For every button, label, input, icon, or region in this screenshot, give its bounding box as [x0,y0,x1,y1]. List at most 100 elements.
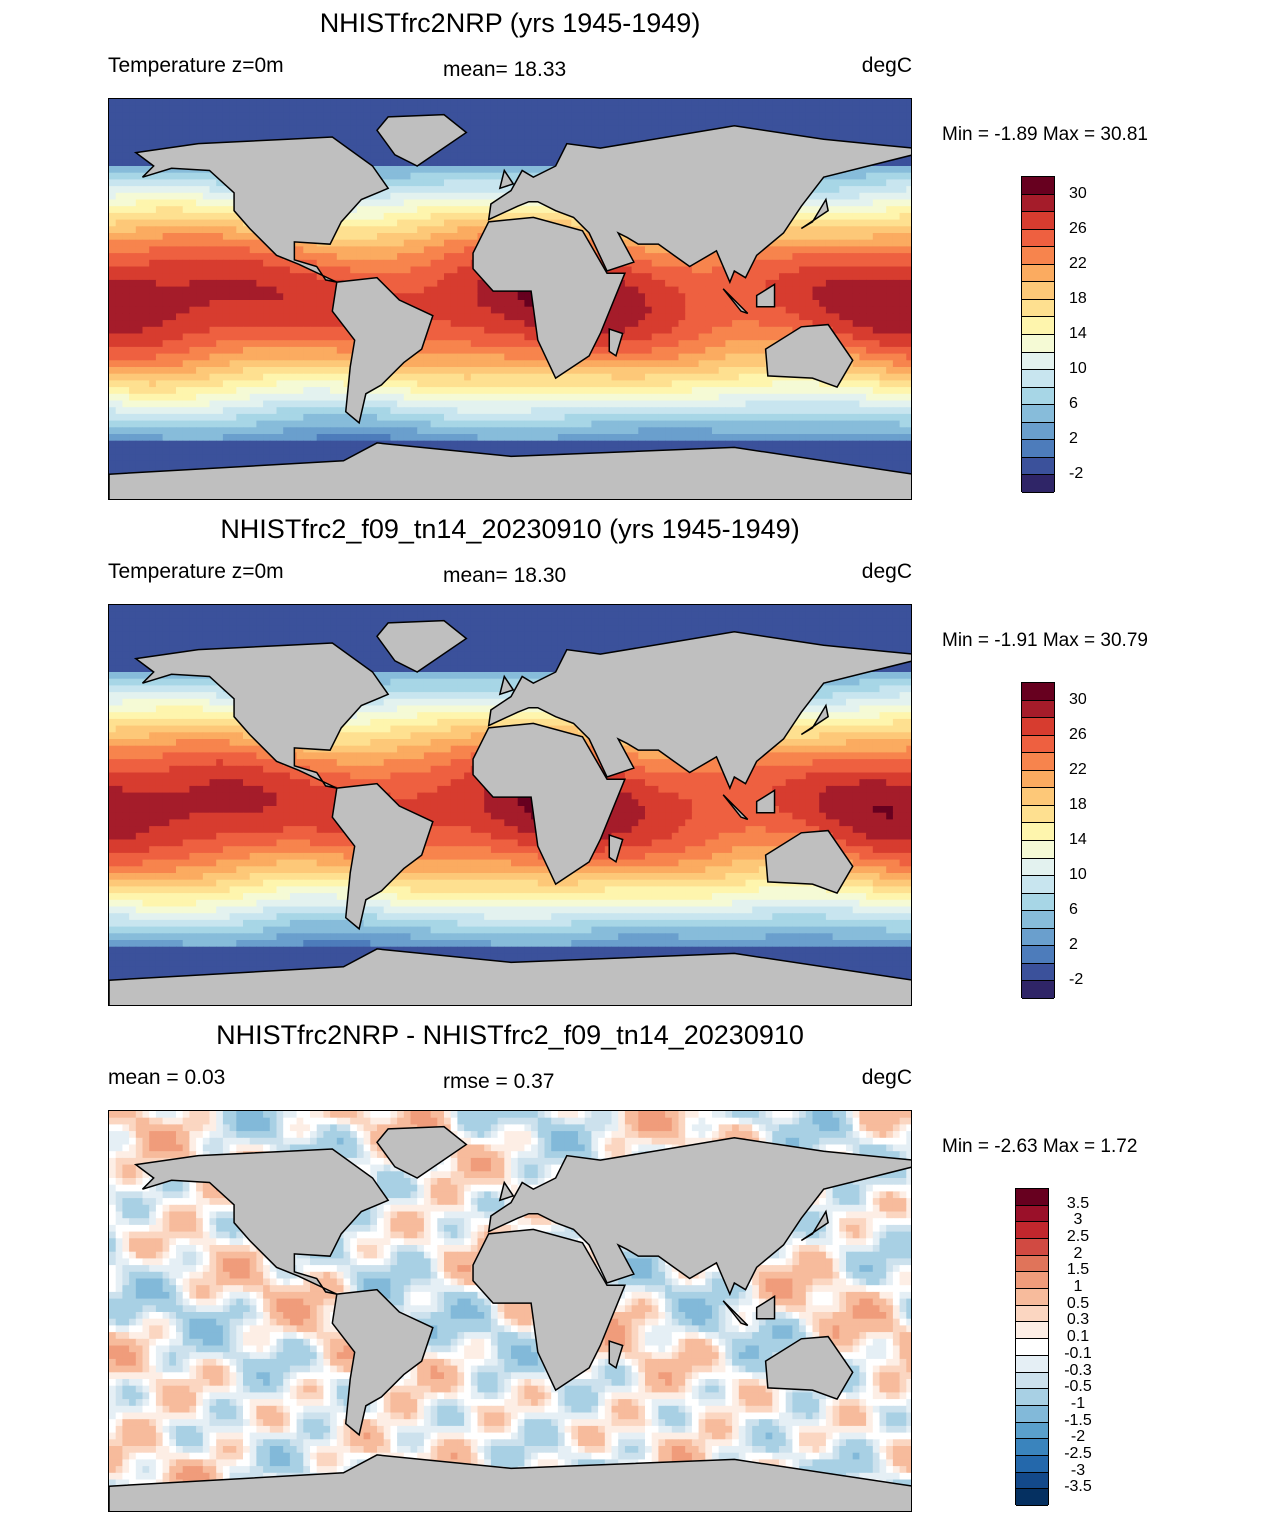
field-cell [712,293,720,301]
field-cell [109,219,117,227]
field-cell [732,346,740,355]
field-cell [799,273,807,281]
field-cell [517,313,525,321]
field-cell [256,99,264,107]
field-cell [846,320,854,328]
field-cell [839,212,847,221]
field-cell [142,206,150,214]
field-cell [852,273,860,281]
field-cell [363,119,371,127]
field-cell [879,119,887,127]
field-cell [356,233,365,241]
field-cell [155,333,164,341]
field-cell [464,105,472,113]
field-cell [182,326,190,334]
field-cell [892,259,901,267]
field-cell [323,367,331,375]
field-cell [162,320,170,328]
field-cell [122,367,130,375]
field-cell [484,99,492,107]
field-cell [832,219,840,227]
field-cell [176,286,184,294]
field-cell [109,259,117,267]
field-cell [658,313,666,321]
field-cell [209,353,217,361]
field-cell [591,373,599,381]
field-cell [350,219,358,227]
field-cell [645,293,653,301]
field-cell [296,313,304,321]
field-cell [236,326,244,334]
field-cell [202,132,210,140]
field-cell [531,112,539,120]
field-cell [738,320,746,328]
field-cell [430,320,438,328]
field-cell [859,219,867,227]
field-cell [484,159,492,167]
field-cell [135,239,143,247]
field-cell [142,139,150,147]
field-cell [892,192,901,200]
field-cell [176,186,184,194]
field-cell [645,360,653,368]
field-cell [437,99,445,107]
field-cell [115,145,123,154]
field-cell [417,199,425,207]
field-cell [906,179,911,187]
field-cell [316,367,324,375]
field-cell [109,286,117,294]
field-cell [397,166,405,174]
field-cell [122,233,130,241]
field-cell [249,306,257,314]
field-cell [631,279,639,288]
field-cell [417,246,425,254]
field-cell [879,192,887,200]
field-cell [410,353,418,361]
field-cell [872,273,880,281]
field-cell [832,125,840,133]
field-cell [598,353,606,361]
field-cell [196,172,204,180]
field-cell [859,273,867,281]
field-cell [872,300,880,308]
field-cell [115,346,123,355]
field-cell [892,300,901,308]
field-cell [859,233,867,241]
field-cell [437,340,445,348]
field-cell [604,353,612,361]
field-cell [249,99,257,107]
field-cell [866,206,874,214]
field-cell [142,132,150,140]
field-cell [169,206,177,214]
field-cell [745,293,753,301]
field-cell [879,139,887,147]
field-cell [886,353,894,361]
field-cell [738,346,746,355]
field-cell [155,346,164,355]
field-cell [403,233,411,241]
field-cell [316,266,324,274]
field-cell [464,166,472,174]
field-cell [785,259,793,267]
field-cell [799,293,807,301]
field-cell [805,259,813,267]
field-cell [189,233,197,241]
field-cell [892,306,901,314]
field-cell [289,320,298,328]
field-cell [243,300,251,308]
field-cell [142,166,150,174]
field-cell [738,279,746,288]
field-cell [155,300,164,308]
field-cell [846,306,854,314]
field-cell [256,119,264,127]
field-cell [477,219,485,227]
field-cell [176,279,184,288]
field-cell [149,360,157,368]
field-cell [799,246,807,254]
field-cell [437,279,445,288]
field-cell [718,346,726,355]
field-cell [423,239,432,247]
field-cell [216,125,224,133]
field-cell [330,279,338,288]
field-cell [477,206,485,214]
